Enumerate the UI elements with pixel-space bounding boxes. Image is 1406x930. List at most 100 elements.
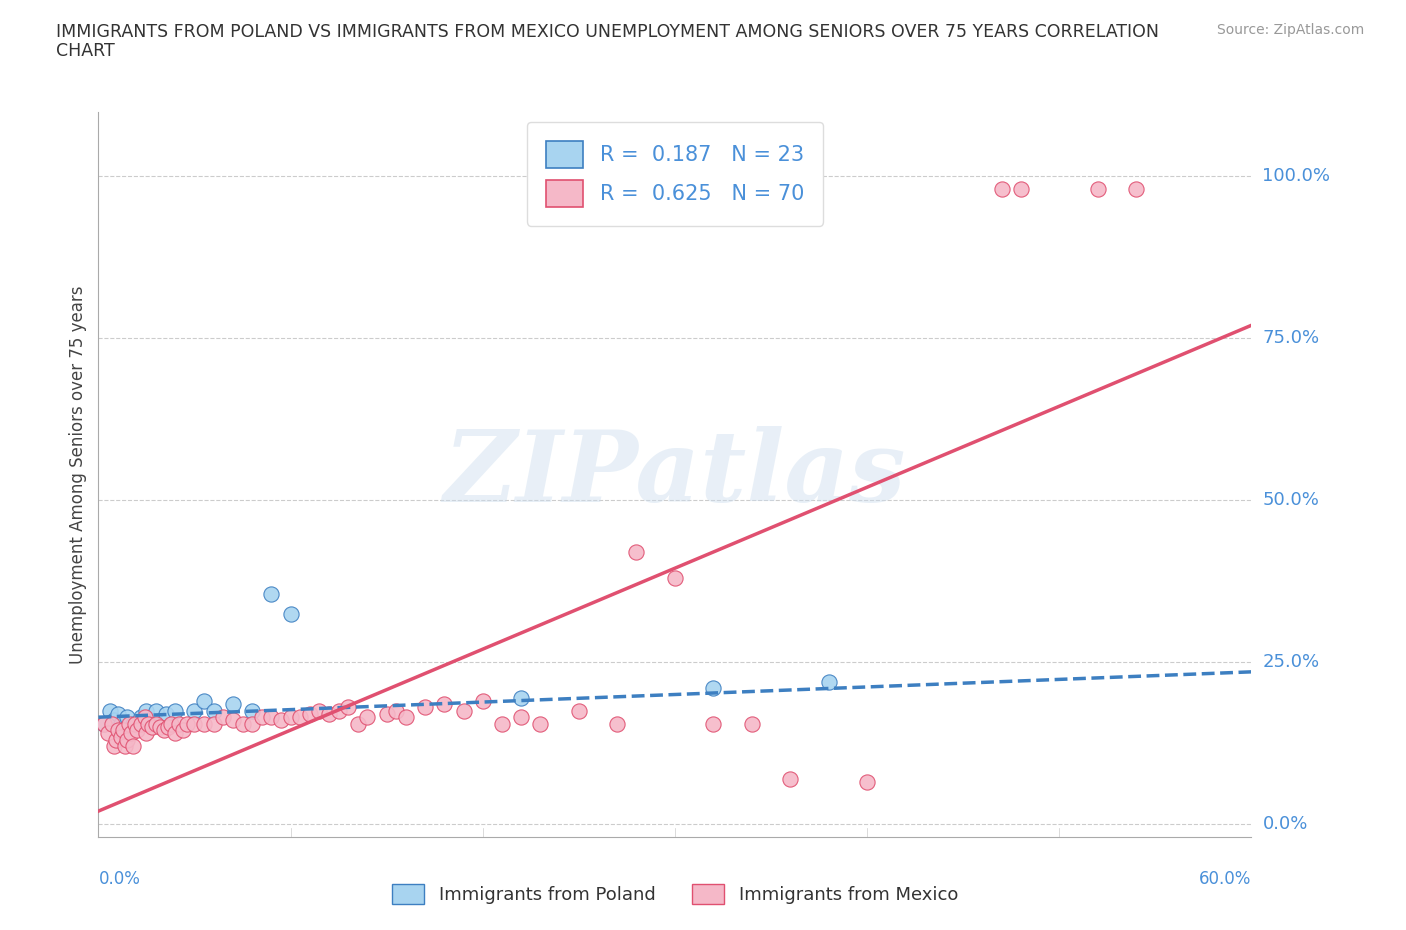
Point — [141, 720, 163, 735]
Point — [529, 716, 551, 731]
Point — [346, 716, 368, 731]
Point — [664, 570, 686, 585]
Point — [240, 703, 263, 718]
Point — [817, 674, 839, 689]
Point — [510, 690, 533, 705]
Point — [193, 716, 215, 731]
Point — [202, 716, 225, 731]
Point — [183, 716, 205, 731]
Point — [202, 703, 225, 718]
Point — [93, 716, 115, 731]
Point — [260, 710, 283, 724]
Point — [270, 713, 292, 728]
Point — [110, 729, 132, 744]
Point — [328, 703, 350, 718]
Text: 75.0%: 75.0% — [1263, 329, 1320, 347]
Point — [103, 713, 125, 728]
Point — [990, 182, 1012, 197]
Point — [160, 716, 183, 731]
Legend: R =  0.187   N = 23, R =  0.625   N = 70: R = 0.187 N = 23, R = 0.625 N = 70 — [527, 122, 823, 226]
Text: 100.0%: 100.0% — [1263, 167, 1330, 185]
Point — [222, 713, 245, 728]
Point — [375, 707, 398, 722]
Point — [117, 710, 138, 724]
Point — [260, 587, 283, 602]
Point — [145, 703, 167, 718]
Point — [98, 703, 121, 718]
Point — [125, 716, 148, 731]
Point — [97, 726, 120, 741]
Point — [101, 716, 124, 731]
Point — [129, 710, 152, 724]
Point — [491, 716, 513, 731]
Point — [138, 716, 160, 731]
Point — [568, 703, 591, 718]
Text: 0.0%: 0.0% — [1263, 815, 1308, 833]
Point — [103, 738, 125, 753]
Point — [183, 703, 205, 718]
Point — [125, 723, 148, 737]
Point — [240, 716, 263, 731]
Text: 60.0%: 60.0% — [1199, 870, 1251, 888]
Point — [212, 710, 235, 724]
Point — [156, 720, 179, 735]
Point — [510, 710, 533, 724]
Point — [104, 733, 127, 748]
Point — [356, 710, 378, 724]
Point — [193, 694, 215, 709]
Text: ZIPatlas: ZIPatlas — [444, 426, 905, 523]
Text: 0.0%: 0.0% — [98, 870, 141, 888]
Point — [298, 707, 321, 722]
Point — [135, 703, 157, 718]
Point — [122, 716, 145, 731]
Point — [280, 710, 302, 724]
Point — [741, 716, 763, 731]
Point — [167, 716, 190, 731]
Point — [149, 720, 172, 735]
Point — [290, 710, 312, 724]
Point — [135, 726, 157, 741]
Point — [606, 716, 628, 731]
Point — [779, 771, 801, 786]
Text: CHART: CHART — [56, 42, 115, 60]
Point — [395, 710, 418, 724]
Point — [250, 710, 273, 724]
Point — [308, 703, 330, 718]
Text: Source: ZipAtlas.com: Source: ZipAtlas.com — [1216, 23, 1364, 37]
Point — [107, 723, 129, 737]
Point — [114, 738, 136, 753]
Point — [122, 738, 145, 753]
Point — [702, 716, 724, 731]
Point — [337, 700, 360, 715]
Point — [117, 733, 138, 748]
Legend: Immigrants from Poland, Immigrants from Mexico: Immigrants from Poland, Immigrants from … — [385, 876, 965, 911]
Point — [155, 707, 177, 722]
Point — [120, 726, 142, 741]
Point — [172, 723, 194, 737]
Point — [471, 694, 494, 709]
Point — [107, 707, 129, 722]
Point — [413, 700, 436, 715]
Point — [165, 703, 187, 718]
Point — [129, 716, 152, 731]
Point — [280, 606, 302, 621]
Point — [702, 681, 724, 696]
Text: 50.0%: 50.0% — [1263, 491, 1319, 510]
Point — [453, 703, 475, 718]
Point — [433, 697, 456, 711]
Text: 25.0%: 25.0% — [1263, 653, 1320, 671]
Point — [626, 545, 648, 560]
Point — [145, 716, 167, 731]
Point — [110, 716, 132, 731]
Point — [318, 707, 340, 722]
Point — [856, 775, 879, 790]
Point — [165, 726, 187, 741]
Point — [385, 703, 408, 718]
Point — [1087, 182, 1109, 197]
Point — [152, 723, 174, 737]
Point — [176, 716, 198, 731]
Point — [231, 716, 254, 731]
Point — [1125, 182, 1147, 197]
Point — [222, 697, 245, 711]
Text: IMMIGRANTS FROM POLAND VS IMMIGRANTS FROM MEXICO UNEMPLOYMENT AMONG SENIORS OVER: IMMIGRANTS FROM POLAND VS IMMIGRANTS FRO… — [56, 23, 1159, 41]
